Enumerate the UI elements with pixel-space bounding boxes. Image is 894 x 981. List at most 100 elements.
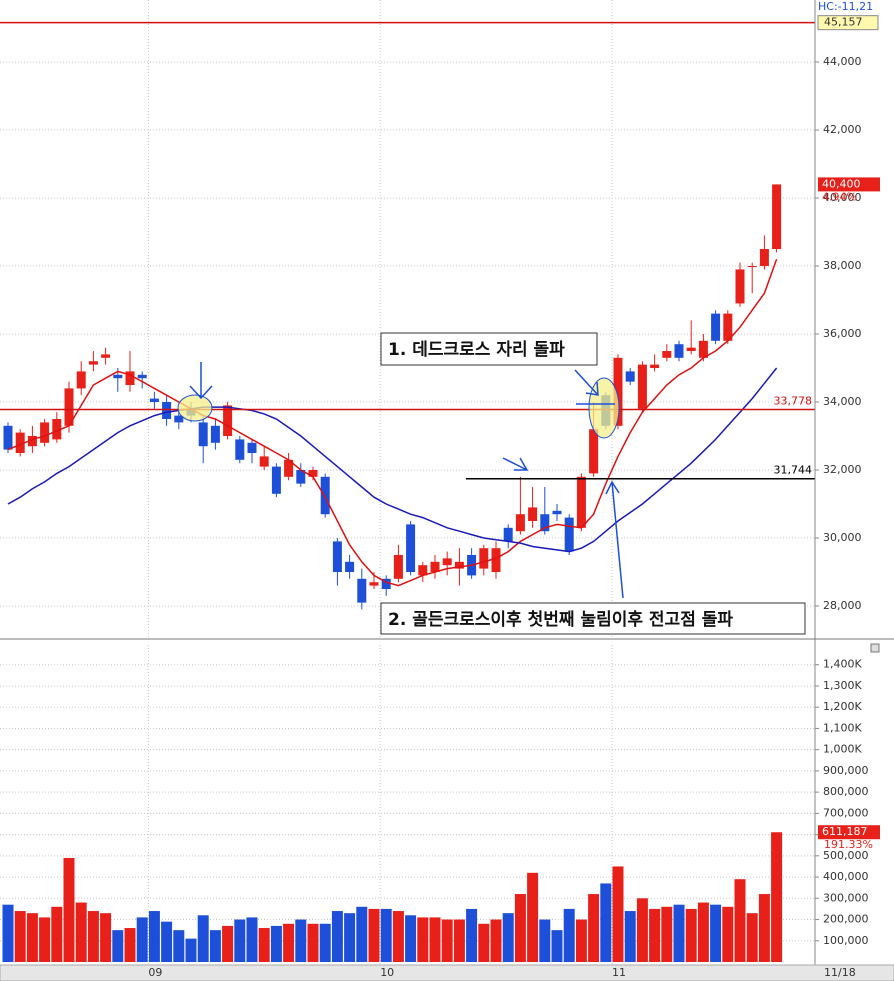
y-tick-label: 36,000	[823, 327, 862, 340]
candle-body	[149, 398, 159, 403]
volume-bar	[331, 911, 343, 962]
candle-body	[259, 456, 269, 467]
candle-body	[162, 402, 172, 420]
candle-body	[698, 340, 708, 358]
change-label: 191.33%	[824, 838, 873, 851]
candle-body	[686, 347, 696, 352]
x-tick-label: 09	[148, 966, 162, 979]
volume-bar	[258, 928, 270, 962]
volume-bar	[87, 911, 99, 962]
volume-bar	[563, 908, 575, 962]
y-tick-label: 42,000	[823, 123, 862, 136]
candle-body	[296, 470, 306, 484]
annotation: 1. 데드크로스 자리 돌파	[388, 340, 565, 360]
candle-body	[223, 405, 233, 437]
arrow	[574, 369, 599, 396]
annotations: 1. 데드크로스 자리 돌파 2. 골든크로스이후 첫번째 눌림이후 전고점 돌…	[177, 332, 806, 635]
y-tick-label: 1,200K	[823, 700, 862, 713]
volume-bar	[307, 923, 319, 962]
candle-body	[357, 578, 367, 603]
candle-body	[320, 476, 330, 515]
volume-bar	[405, 915, 417, 962]
x-end-label: 11/18	[824, 966, 856, 979]
header-label: HC:-11,21	[818, 0, 873, 13]
volume-bar	[222, 925, 234, 962]
volume-bar	[624, 911, 636, 962]
volume-bar	[380, 908, 392, 962]
panel-button[interactable]	[870, 643, 880, 653]
volume-bar	[197, 915, 209, 962]
volume-bar	[295, 919, 307, 962]
y-tick-label: 800,000	[823, 785, 869, 798]
candle-body	[418, 565, 428, 576]
label-box	[818, 825, 880, 840]
marks	[0, 21, 815, 962]
last-price-label: 40,400	[822, 177, 861, 190]
candle-body	[772, 184, 782, 250]
volume-bar	[356, 906, 368, 962]
volume-bar	[539, 919, 551, 962]
annotation: 2. 골든크로스이후 첫번째 눌림이후 전고점 돌파	[388, 609, 733, 630]
volume-bar	[710, 904, 722, 962]
volume-bar	[746, 913, 758, 962]
candle-body	[564, 517, 574, 552]
volume-bar	[173, 930, 185, 962]
candle-body	[576, 476, 586, 528]
candle-body	[674, 344, 684, 358]
volume-bar	[771, 832, 783, 962]
volume-bar	[466, 908, 478, 962]
candle-body	[52, 419, 62, 440]
candle-body	[198, 422, 208, 447]
candle-body	[3, 425, 13, 450]
volume-bar	[697, 902, 709, 962]
volume-bar	[673, 904, 685, 962]
arrow	[189, 362, 213, 400]
candle-body	[759, 249, 769, 267]
candle-body	[332, 541, 342, 573]
y-tick-label: 500,000	[823, 849, 869, 862]
volume-bar	[417, 917, 429, 962]
candle-body	[15, 432, 25, 454]
candle-body	[40, 422, 50, 443]
candle-body	[64, 388, 74, 426]
volume-bar	[26, 913, 38, 962]
candle-body	[88, 361, 98, 365]
level-label: 33,778	[774, 395, 813, 408]
candle-body	[735, 269, 745, 304]
volume-bar	[490, 919, 502, 962]
volume-bar	[51, 906, 63, 962]
volume-bar	[722, 906, 734, 962]
candle-body	[637, 364, 647, 409]
candle-body	[625, 371, 635, 382]
change-label: 4.94%	[822, 190, 857, 203]
volume-bar	[661, 906, 673, 962]
candle-body	[528, 507, 538, 522]
volume-bar	[39, 917, 51, 962]
highlight	[588, 377, 620, 439]
y-tick-label: 200,000	[823, 913, 869, 926]
y-tick-label: 40,000	[823, 191, 862, 204]
volume-bar	[612, 866, 624, 962]
volume-bar	[527, 872, 539, 962]
volume-bar	[283, 923, 295, 962]
candle-body	[174, 415, 184, 423]
label-box	[817, 15, 879, 31]
candle-body	[540, 514, 550, 532]
y-tick-label: 1,300K	[823, 679, 862, 692]
y-tick-label: 1,400K	[823, 658, 862, 671]
y-tick-label: 400,000	[823, 870, 869, 883]
annotation-box	[380, 332, 598, 366]
volume-bar	[453, 919, 465, 962]
volume-bar	[588, 894, 600, 962]
volume-bar	[575, 919, 587, 962]
y-tick-label: 1,100K	[823, 721, 862, 734]
candle-body	[711, 313, 721, 341]
x-tick-label: 10	[380, 966, 394, 979]
volume-bar	[124, 928, 136, 962]
label-box	[818, 177, 880, 192]
candle-body	[723, 313, 733, 341]
volume-bar	[551, 930, 563, 962]
candle-body	[589, 429, 599, 474]
